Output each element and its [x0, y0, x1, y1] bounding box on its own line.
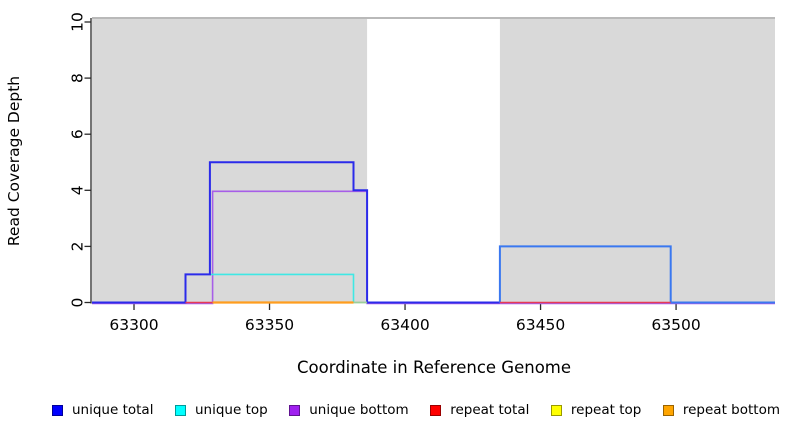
legend-label: repeat bottom [682, 402, 780, 418]
x-tick-label: 63300 [109, 316, 158, 334]
y-tick-label: 8 [69, 73, 87, 83]
legend-item-repeat-top: repeat top [550, 402, 642, 418]
legend-swatch-icon [550, 404, 562, 416]
legend-swatch-icon [430, 404, 442, 416]
y-tick-label: 0 [69, 298, 87, 308]
legend-label: unique bottom [309, 402, 409, 418]
legend-label: unique top [195, 402, 268, 418]
y-tick-label: 10 [69, 12, 87, 32]
legend-swatch-icon [662, 404, 674, 416]
highlight-band [367, 17, 500, 303]
legend: unique total unique top unique bottom repea… [52, 396, 780, 424]
legend-item-unique-top: unique top [175, 402, 268, 418]
y-tick-label: 2 [69, 241, 87, 251]
legend-swatch-icon [175, 404, 186, 416]
x-axis-title: Coordinate in Reference Genome [296, 358, 572, 377]
x-tick-label: 63450 [516, 316, 565, 334]
legend-label: repeat top [570, 402, 642, 418]
x-tick-label: 63400 [380, 316, 429, 334]
legend-item-repeat-total: repeat total [430, 402, 529, 418]
series-unique-top [209, 273, 355, 303]
series-unique-total [498, 245, 775, 304]
y-tick-label: 6 [69, 129, 87, 139]
y-axis-title: Read Coverage Depth [5, 75, 23, 247]
legend-swatch-icon [52, 404, 63, 416]
y-tick-label: 4 [69, 185, 87, 195]
x-tick-label: 63500 [651, 316, 700, 334]
legend-item-unique-bottom: unique bottom [289, 402, 409, 418]
legend-item-unique-total: unique total [52, 402, 153, 418]
legend-label: unique total [72, 402, 154, 418]
legend-item-repeat-bottom: repeat bottom [662, 402, 780, 418]
legend-swatch-icon [289, 404, 301, 416]
x-tick-label: 63350 [245, 316, 294, 334]
series-unique-total [92, 161, 500, 304]
legend-label: repeat total [450, 402, 530, 418]
